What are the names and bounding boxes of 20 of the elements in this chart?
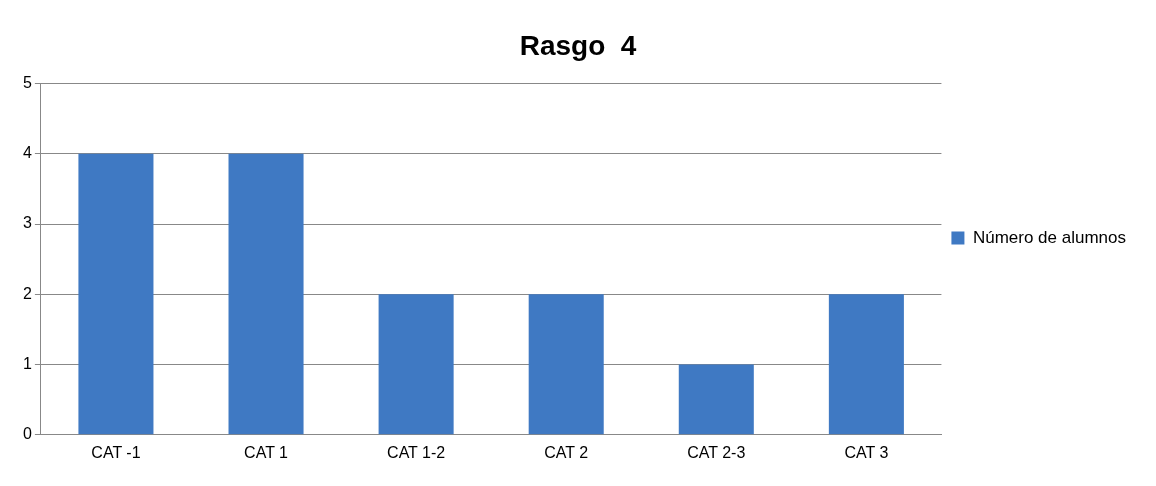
legend-label: Número de alumnos (972, 227, 1126, 247)
y-tick-label: 4 (22, 144, 32, 162)
x-tick-label: CAT 2 (544, 443, 589, 461)
y-tick-label: 1 (22, 354, 32, 372)
y-tick-label: 5 (22, 74, 32, 92)
x-tick-label: CAT 2-3 (687, 443, 746, 461)
bar (828, 294, 904, 435)
bar (378, 294, 454, 435)
y-tick-label: 0 (22, 425, 32, 443)
bar (528, 294, 604, 435)
y-tick-label: 3 (22, 214, 32, 232)
x-tick-label: CAT 3 (844, 443, 889, 461)
y-tick-label: 2 (22, 284, 32, 302)
bar (228, 153, 304, 435)
bar (78, 153, 154, 435)
x-tick-label: CAT 1-2 (387, 443, 446, 461)
x-tick-label: CAT -1 (91, 443, 141, 461)
x-tick-label: CAT 1 (244, 443, 289, 461)
bar (678, 364, 754, 435)
chart-title: Rasgo 4 (519, 29, 637, 61)
